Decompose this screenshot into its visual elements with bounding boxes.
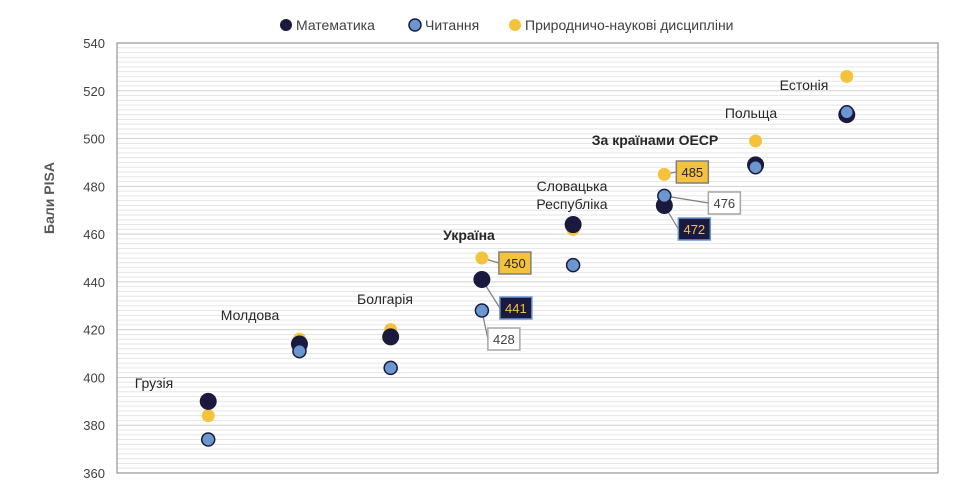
y-tick-label: 440 [83, 275, 105, 290]
callout-value: 428 [493, 332, 515, 347]
country-labels: Грузія Молдова Болгарія Україна Словацька Рес… [135, 77, 829, 391]
legend-marker [408, 18, 422, 32]
data-point [657, 188, 672, 204]
country-label: Польща [725, 105, 778, 121]
callout-box [677, 217, 712, 241]
y-tick-label: 360 [83, 466, 105, 481]
callout-value: 472 [683, 222, 705, 237]
legend-label: Природничо-наукові дисципліни [525, 17, 734, 33]
callout-value: 441 [505, 301, 527, 316]
data-point [382, 328, 400, 346]
legend: Математика Читання Природничо-наукові дисц… [280, 17, 734, 33]
y-tick-label: 380 [83, 418, 105, 433]
y-tick-label: 480 [83, 179, 105, 194]
callout-value: 485 [681, 165, 703, 180]
data-points [199, 69, 856, 447]
callout-box [487, 327, 521, 351]
data-point [200, 432, 216, 447]
callout-value: 450 [504, 256, 526, 271]
data-point [565, 257, 581, 273]
legend-marker [509, 19, 521, 31]
legend-label: Математика [296, 17, 375, 33]
country-label: За країнами ОЕСР [592, 132, 719, 148]
y-tick-label: 460 [83, 227, 105, 242]
callout-box [499, 296, 533, 320]
callout-box [498, 251, 532, 275]
data-point [839, 105, 855, 120]
data-point [748, 159, 763, 175]
country-label: Словацька Республіка [536, 178, 607, 212]
country-label: Україна [443, 227, 495, 243]
data-point [475, 251, 489, 265]
data-point [383, 360, 398, 376]
country-label: Естонія [780, 77, 829, 93]
data-point [749, 134, 763, 148]
data-point [292, 343, 307, 359]
data-point [473, 271, 491, 288]
callout-value: 476 [713, 196, 735, 211]
data-point [199, 392, 217, 410]
data-point [657, 167, 671, 181]
data-point [474, 303, 490, 318]
y-tick-label: 420 [83, 323, 105, 338]
axes [116, 42, 939, 474]
callout-line [664, 195, 709, 204]
y-tick-label: 520 [83, 84, 105, 99]
plot-frame [116, 42, 939, 474]
value-callouts: 450 441 428 485 476 472 [487, 160, 742, 351]
country-label: Болгарія [357, 291, 413, 307]
data-point [840, 69, 854, 83]
data-point [564, 216, 582, 234]
y-tick-label: 540 [83, 36, 105, 51]
legend-marker [280, 19, 292, 31]
legend-label: Читання [425, 17, 479, 33]
data-point [201, 409, 215, 423]
country-label: Грузія [135, 375, 174, 391]
gridlines [117, 47, 938, 469]
callout-box [707, 191, 742, 215]
y-tick-label: 500 [83, 132, 105, 147]
y-axis-title: Бали PISA [41, 162, 57, 234]
y-tick-label: 400 [83, 370, 105, 385]
y-tick-labels: 360 380 400 420 440 460 480 500 520 540 [83, 36, 105, 481]
country-label: Молдова [221, 307, 280, 323]
callout-box [675, 160, 710, 184]
